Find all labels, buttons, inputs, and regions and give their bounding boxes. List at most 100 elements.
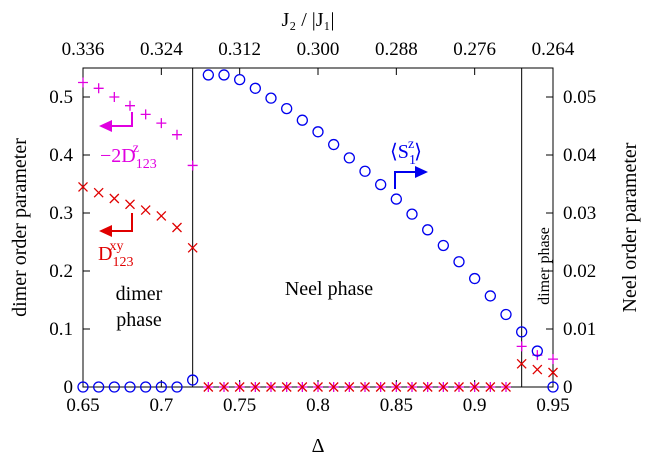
marker-plus [516, 341, 527, 352]
y-right-tick-label: 0 [563, 377, 573, 398]
y-left-tick-label: 0.5 [49, 87, 73, 108]
marker-cross [109, 193, 120, 204]
marker-circle [108, 381, 120, 393]
marker-cross [532, 364, 543, 375]
marker-circle [375, 178, 387, 191]
series-label-dz: −2D123z [100, 141, 157, 172]
top-tick-label: 0.264 [532, 39, 575, 60]
marker-circle [93, 381, 105, 393]
y-right-tick-label: 0.04 [563, 145, 597, 166]
annotation-sz: ⟨S1z⟩ [390, 137, 428, 189]
top-tick-label: 0.288 [375, 39, 418, 60]
x-tick-label: 0.7 [149, 395, 173, 416]
y-axis-right-title: Neel order parameter [619, 142, 641, 312]
marker-circle [547, 381, 559, 393]
arrowhead-left-icon [99, 225, 112, 237]
marker-cross [172, 222, 182, 233]
marker-cross [469, 382, 480, 392]
marker-cross [93, 187, 104, 198]
axis-ticks [82, 68, 554, 388]
y-right-tick-label: 0.03 [563, 203, 596, 224]
annotation-dxy: D123xy [98, 213, 133, 270]
marker-circle [422, 224, 434, 236]
marker-cross [250, 382, 261, 392]
marker-circle [516, 326, 528, 338]
arrow-left-icon [110, 213, 133, 232]
marker-cross [266, 382, 276, 392]
phase-label-dimer-line1: dimer [116, 283, 163, 305]
marker-circle [484, 290, 496, 302]
marker-circle [453, 256, 465, 268]
marker-plus [78, 77, 88, 88]
marker-cross [297, 382, 308, 392]
marker-circle [202, 69, 214, 81]
marker-circle [328, 138, 340, 151]
y-axis-left-title: dimer order parameter [9, 138, 31, 317]
marker-cross [360, 382, 370, 392]
marker-cross [485, 382, 496, 392]
marker-cross [78, 181, 88, 192]
marker-cross [391, 382, 402, 392]
marker-circle [312, 126, 324, 138]
marker-circle [249, 82, 261, 94]
phase-label-neel: Neel phase [285, 278, 373, 300]
series-label-dxy: D123xy [98, 239, 133, 270]
plot-frame [82, 67, 554, 388]
marker-circle [359, 165, 371, 177]
marker-cross [156, 210, 167, 221]
phase-boundaries [192, 68, 523, 387]
marker-cross [516, 358, 527, 369]
marker-plus [548, 354, 558, 365]
x-tick-label: 0.9 [463, 395, 487, 416]
marker-circle [155, 381, 167, 393]
marker-cross [501, 382, 511, 392]
marker-circle [531, 345, 543, 357]
y-left-tick-label: 0.3 [49, 203, 73, 224]
marker-cross [203, 382, 214, 392]
marker-cross [125, 199, 135, 210]
x-tick-label: 0.75 [223, 395, 256, 416]
marker-circle [218, 69, 230, 81]
plot-frame-group [82, 67, 554, 388]
top-tick-label: 0.276 [453, 39, 496, 60]
marker-cross [438, 382, 449, 392]
marker-circle [265, 92, 277, 104]
x-tick-label: 0.8 [306, 395, 330, 416]
marker-plus [93, 83, 104, 94]
marker-cross [407, 382, 417, 392]
marker-circle [343, 152, 355, 164]
y-right-tick-label: 0.05 [563, 87, 596, 108]
y-left-tick-label: 0.1 [49, 319, 73, 340]
marker-circle [124, 381, 136, 393]
marker-cross [187, 242, 198, 253]
marker-circle [171, 381, 183, 393]
arrow-left-icon [110, 112, 133, 127]
marker-plus [109, 92, 120, 102]
marker-circle [140, 381, 152, 393]
series-label-sz: ⟨S1z⟩ [390, 137, 422, 168]
marker-circle [77, 381, 89, 393]
marker-cross [328, 382, 339, 392]
marker-cross [234, 382, 245, 392]
annotation-dz: −2D123z [99, 112, 157, 172]
marker-cross [313, 382, 323, 392]
x-axis-title: Δ [312, 435, 325, 457]
marker-cross [548, 367, 558, 378]
marker-circle [469, 272, 481, 285]
top-tick-label: 0.324 [140, 39, 183, 60]
marker-cross [344, 382, 355, 392]
top-tick-label: 0.336 [62, 39, 105, 60]
marker-circle [437, 239, 449, 252]
marker-circle [234, 73, 246, 86]
x-tick-label: 0.95 [536, 395, 569, 416]
y-left-tick-label: 0.4 [49, 145, 73, 166]
marker-cross [219, 382, 229, 392]
marker-plus [156, 118, 167, 129]
tick-labels: 0.65 0.7 0.75 0.8 0.85 0.9 0.95 0.336 0.324 0.312… [49, 39, 597, 416]
y-left-tick-label: 0 [64, 377, 74, 398]
marker-cross [281, 382, 292, 392]
arrowhead-left-icon [99, 120, 112, 132]
y-right-tick-label: 0.01 [563, 319, 596, 340]
top-tick-label: 0.300 [297, 39, 340, 60]
